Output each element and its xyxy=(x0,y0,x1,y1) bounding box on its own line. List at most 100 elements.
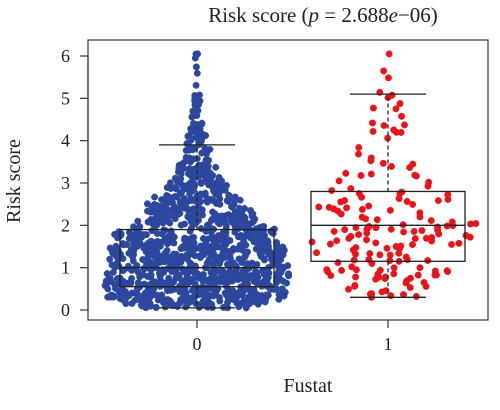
data-point xyxy=(186,227,194,235)
data-point xyxy=(223,260,231,268)
data-point xyxy=(397,128,405,136)
data-point xyxy=(144,282,152,290)
data-point xyxy=(328,187,336,194)
data-point xyxy=(448,240,456,248)
data-point xyxy=(409,200,417,208)
boxplot-0 xyxy=(119,144,275,309)
data-point xyxy=(264,274,272,281)
data-point xyxy=(330,227,338,235)
data-point xyxy=(367,157,375,165)
data-point xyxy=(212,253,220,261)
data-point xyxy=(159,202,167,210)
data-point xyxy=(230,200,238,208)
data-point xyxy=(416,264,424,272)
data-point xyxy=(231,208,239,216)
data-point xyxy=(143,292,151,300)
data-point xyxy=(369,127,377,135)
data-point xyxy=(388,162,395,170)
data-point xyxy=(345,234,353,242)
data-point xyxy=(366,250,374,258)
data-point xyxy=(386,206,394,214)
data-point xyxy=(194,195,202,202)
data-point xyxy=(431,267,439,275)
x-tick-label-1: 1 xyxy=(384,334,393,354)
data-point xyxy=(177,170,185,178)
data-point xyxy=(266,282,274,290)
data-point xyxy=(235,272,243,280)
data-point xyxy=(140,244,148,252)
data-point xyxy=(254,300,262,308)
data-point xyxy=(252,245,260,253)
data-point xyxy=(205,299,213,307)
data-point xyxy=(151,241,159,249)
data-point xyxy=(185,165,193,173)
data-point xyxy=(199,211,206,219)
data-point xyxy=(115,288,123,296)
data-point xyxy=(198,120,206,128)
data-point xyxy=(420,279,428,286)
data-point xyxy=(434,197,442,205)
data-point xyxy=(171,193,179,200)
data-point xyxy=(367,170,375,178)
data-point xyxy=(187,125,195,133)
data-point xyxy=(208,183,216,191)
data-point xyxy=(152,262,160,270)
data-point xyxy=(135,295,143,303)
data-point xyxy=(355,150,362,158)
data-point xyxy=(409,160,417,168)
data-point xyxy=(192,219,200,227)
data-point xyxy=(443,222,451,230)
data-point xyxy=(115,262,123,270)
data-point xyxy=(190,233,198,241)
data-point xyxy=(382,273,389,281)
data-point xyxy=(195,138,203,146)
data-point xyxy=(219,250,227,258)
data-point xyxy=(280,292,288,300)
data-point xyxy=(403,197,411,205)
data-point xyxy=(425,178,433,186)
data-point xyxy=(194,163,202,171)
data-point xyxy=(283,279,290,287)
data-point xyxy=(325,203,333,211)
data-point xyxy=(355,144,363,151)
data-point xyxy=(153,209,161,217)
data-point xyxy=(395,249,403,257)
data-point xyxy=(253,270,261,278)
data-point xyxy=(365,202,373,210)
data-point xyxy=(357,172,365,179)
data-point xyxy=(375,273,383,281)
data-point xyxy=(173,251,180,258)
data-point xyxy=(401,121,408,129)
data-point xyxy=(242,304,250,312)
data-point xyxy=(177,221,185,229)
y-tick-label-4: 4 xyxy=(61,131,70,151)
data-point xyxy=(152,303,160,311)
data-point xyxy=(224,197,232,205)
data-point xyxy=(234,245,242,253)
data-point xyxy=(275,273,283,281)
data-point xyxy=(186,298,194,305)
data-point xyxy=(167,185,175,192)
data-point xyxy=(211,210,219,218)
data-point xyxy=(219,229,227,237)
data-point xyxy=(123,241,131,248)
data-point xyxy=(285,270,292,278)
data-point xyxy=(380,122,388,129)
data-point xyxy=(218,212,226,220)
data-point xyxy=(167,206,175,214)
y-axis-label: Risk score xyxy=(3,139,25,223)
data-point xyxy=(400,228,408,236)
data-point xyxy=(392,105,400,113)
boxplot-1 xyxy=(310,93,466,298)
y-tick-label-0: 0 xyxy=(61,300,70,320)
data-point xyxy=(172,259,180,267)
chart-title: Risk score (p = 2.688e−06) xyxy=(208,3,438,27)
data-point xyxy=(221,183,229,191)
data-point xyxy=(224,295,232,303)
data-point xyxy=(166,297,174,305)
data-point xyxy=(202,175,210,183)
data-point xyxy=(117,230,125,238)
data-point xyxy=(226,237,234,244)
data-point xyxy=(455,239,463,247)
